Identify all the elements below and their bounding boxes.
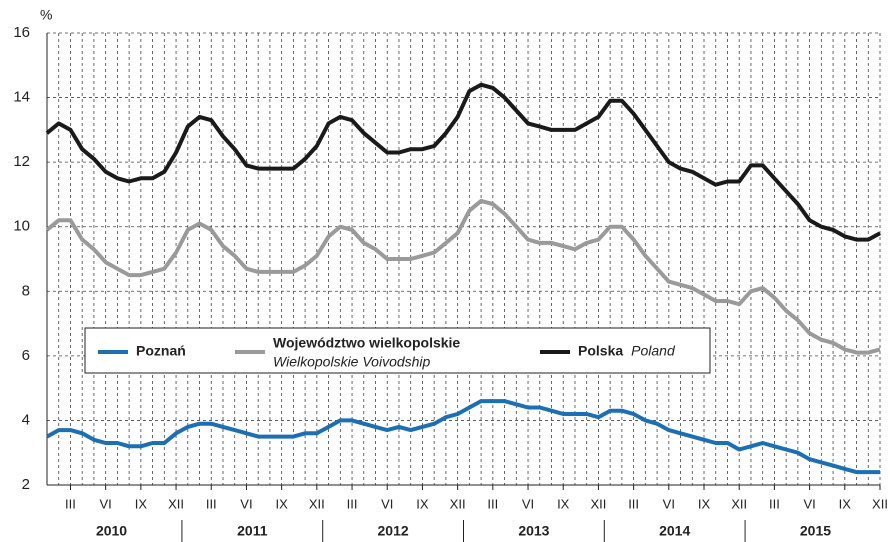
year-label: 2015 bbox=[800, 523, 831, 539]
y-tick-label: 10 bbox=[13, 218, 30, 235]
x-tick-label: XII bbox=[731, 496, 747, 511]
legend-box bbox=[84, 327, 711, 374]
x-tick-label: III bbox=[487, 496, 498, 511]
year-label: 2010 bbox=[96, 523, 127, 539]
x-tick-label: VI bbox=[381, 496, 393, 511]
x-tick-label: XII bbox=[590, 496, 606, 511]
x-tick-label: IX bbox=[416, 496, 429, 511]
x-tick-label: III bbox=[769, 496, 780, 511]
series-line bbox=[46, 399, 880, 475]
y-tick-label: 8 bbox=[22, 282, 30, 299]
x-tick-label: IX bbox=[557, 496, 570, 511]
x-tick-label: III bbox=[347, 496, 358, 511]
year-label: 2014 bbox=[659, 523, 690, 539]
year-label: 2011 bbox=[237, 523, 268, 539]
y-tick-label: 4 bbox=[22, 411, 30, 428]
x-tick-label: XII bbox=[872, 496, 888, 511]
x-tick-label: III bbox=[65, 496, 76, 511]
x-tick-label: IX bbox=[135, 496, 148, 511]
x-tick-label: IX bbox=[275, 496, 288, 511]
x-tick-label: III bbox=[628, 496, 639, 511]
x-tick-label: XII bbox=[450, 496, 466, 511]
x-tick-label: VI bbox=[522, 496, 534, 511]
x-tick-label: VI bbox=[663, 496, 675, 511]
y-tick-label: 6 bbox=[22, 347, 30, 364]
series-line bbox=[45, 198, 881, 355]
y-tick-label: 14 bbox=[13, 89, 30, 106]
x-tick-label: VI bbox=[100, 496, 112, 511]
legend: Poznań Województwo wielkopolskie Wielkopol… bbox=[84, 327, 711, 374]
series-line bbox=[45, 82, 881, 242]
legend-label: Poznań bbox=[136, 343, 186, 359]
y-tick-label: 2 bbox=[22, 476, 30, 493]
legend-label: Województwo wielkopolskie bbox=[273, 335, 460, 351]
x-tick-label: XII bbox=[168, 496, 184, 511]
legend-label-en: Poland bbox=[631, 343, 676, 359]
x-tick-label: VI bbox=[803, 496, 815, 511]
x-tick-label: XII bbox=[309, 496, 325, 511]
x-tick-label: IX bbox=[839, 496, 852, 511]
x-tick-label: III bbox=[206, 496, 217, 511]
y-tick-label: 12 bbox=[13, 153, 30, 170]
year-label: 2012 bbox=[378, 523, 409, 539]
y-axis-label: % bbox=[40, 7, 52, 23]
x-tick-label: IX bbox=[698, 496, 711, 511]
year-label: 2013 bbox=[518, 523, 549, 539]
y-tick-label: 16 bbox=[13, 24, 30, 41]
x-tick-label: VI bbox=[240, 496, 252, 511]
legend-label-en: Wielkopolskie Voivodship bbox=[273, 354, 431, 370]
legend-label: Polska bbox=[578, 343, 623, 359]
